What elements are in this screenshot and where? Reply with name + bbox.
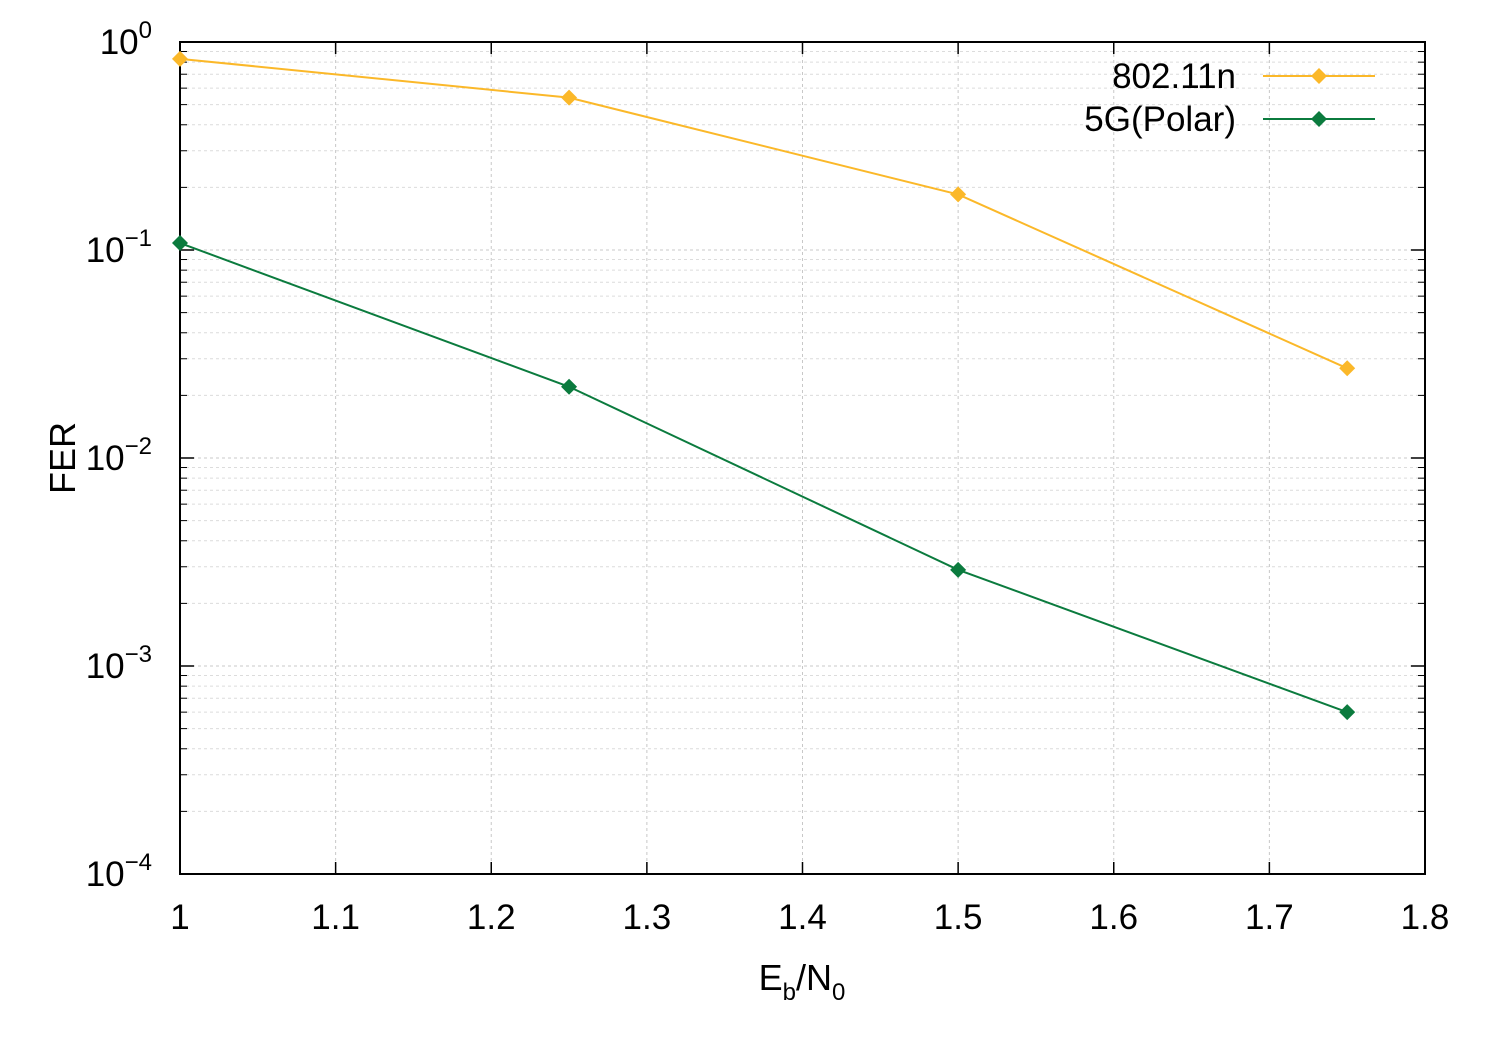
y-tick-label: 10−3 xyxy=(86,641,152,686)
legend-marker xyxy=(1311,111,1327,127)
x-tick-label: 1.2 xyxy=(467,898,516,937)
legend-marker xyxy=(1311,68,1327,84)
x-tick-label: 1.7 xyxy=(1245,898,1294,937)
x-tick-label: 1.1 xyxy=(311,898,360,937)
y-tick-label: 10−1 xyxy=(86,225,152,270)
y-tick-label: 10−2 xyxy=(86,433,152,478)
legend-label: 5G(Polar) xyxy=(1084,100,1236,139)
legend-label: 802.11n xyxy=(1112,57,1236,96)
x-tick-label: 1.3 xyxy=(623,898,672,937)
data-point xyxy=(950,561,967,578)
x-tick-label: 1.6 xyxy=(1089,898,1138,937)
legend: 802.11n 5G(Polar) xyxy=(1084,57,1375,139)
axis-ticks xyxy=(179,42,1426,875)
x-tick-labels: 1 1.1 1.2 1.3 1.4 1.5 1.6 1.7 1.8 xyxy=(170,898,1449,937)
y-tick-label: 100 xyxy=(100,17,152,62)
y-tick-labels: 100 10−1 10−2 10−3 10−4 xyxy=(86,17,152,894)
grid-lines xyxy=(180,42,1425,874)
x-axis-label: Eb/N0 xyxy=(759,957,846,1006)
data-point xyxy=(561,378,578,395)
data-point xyxy=(1339,704,1356,721)
series-line xyxy=(179,242,1348,714)
x-tick-label: 1.8 xyxy=(1401,898,1450,937)
series-0 xyxy=(172,50,1356,377)
x-tick-label: 1.4 xyxy=(778,898,827,937)
y-axis-label: FER xyxy=(42,422,83,494)
series-line xyxy=(179,57,1348,370)
series-1 xyxy=(172,235,1356,721)
data-point xyxy=(561,89,578,106)
data-point xyxy=(950,186,967,203)
data-point xyxy=(172,235,188,252)
x-tick-label: 1.5 xyxy=(934,898,983,937)
x-tick-label: 1 xyxy=(170,898,189,937)
data-point xyxy=(172,50,188,67)
y-tick-label: 10−4 xyxy=(86,849,152,894)
data-point xyxy=(1339,360,1356,377)
series-layer xyxy=(172,50,1356,721)
